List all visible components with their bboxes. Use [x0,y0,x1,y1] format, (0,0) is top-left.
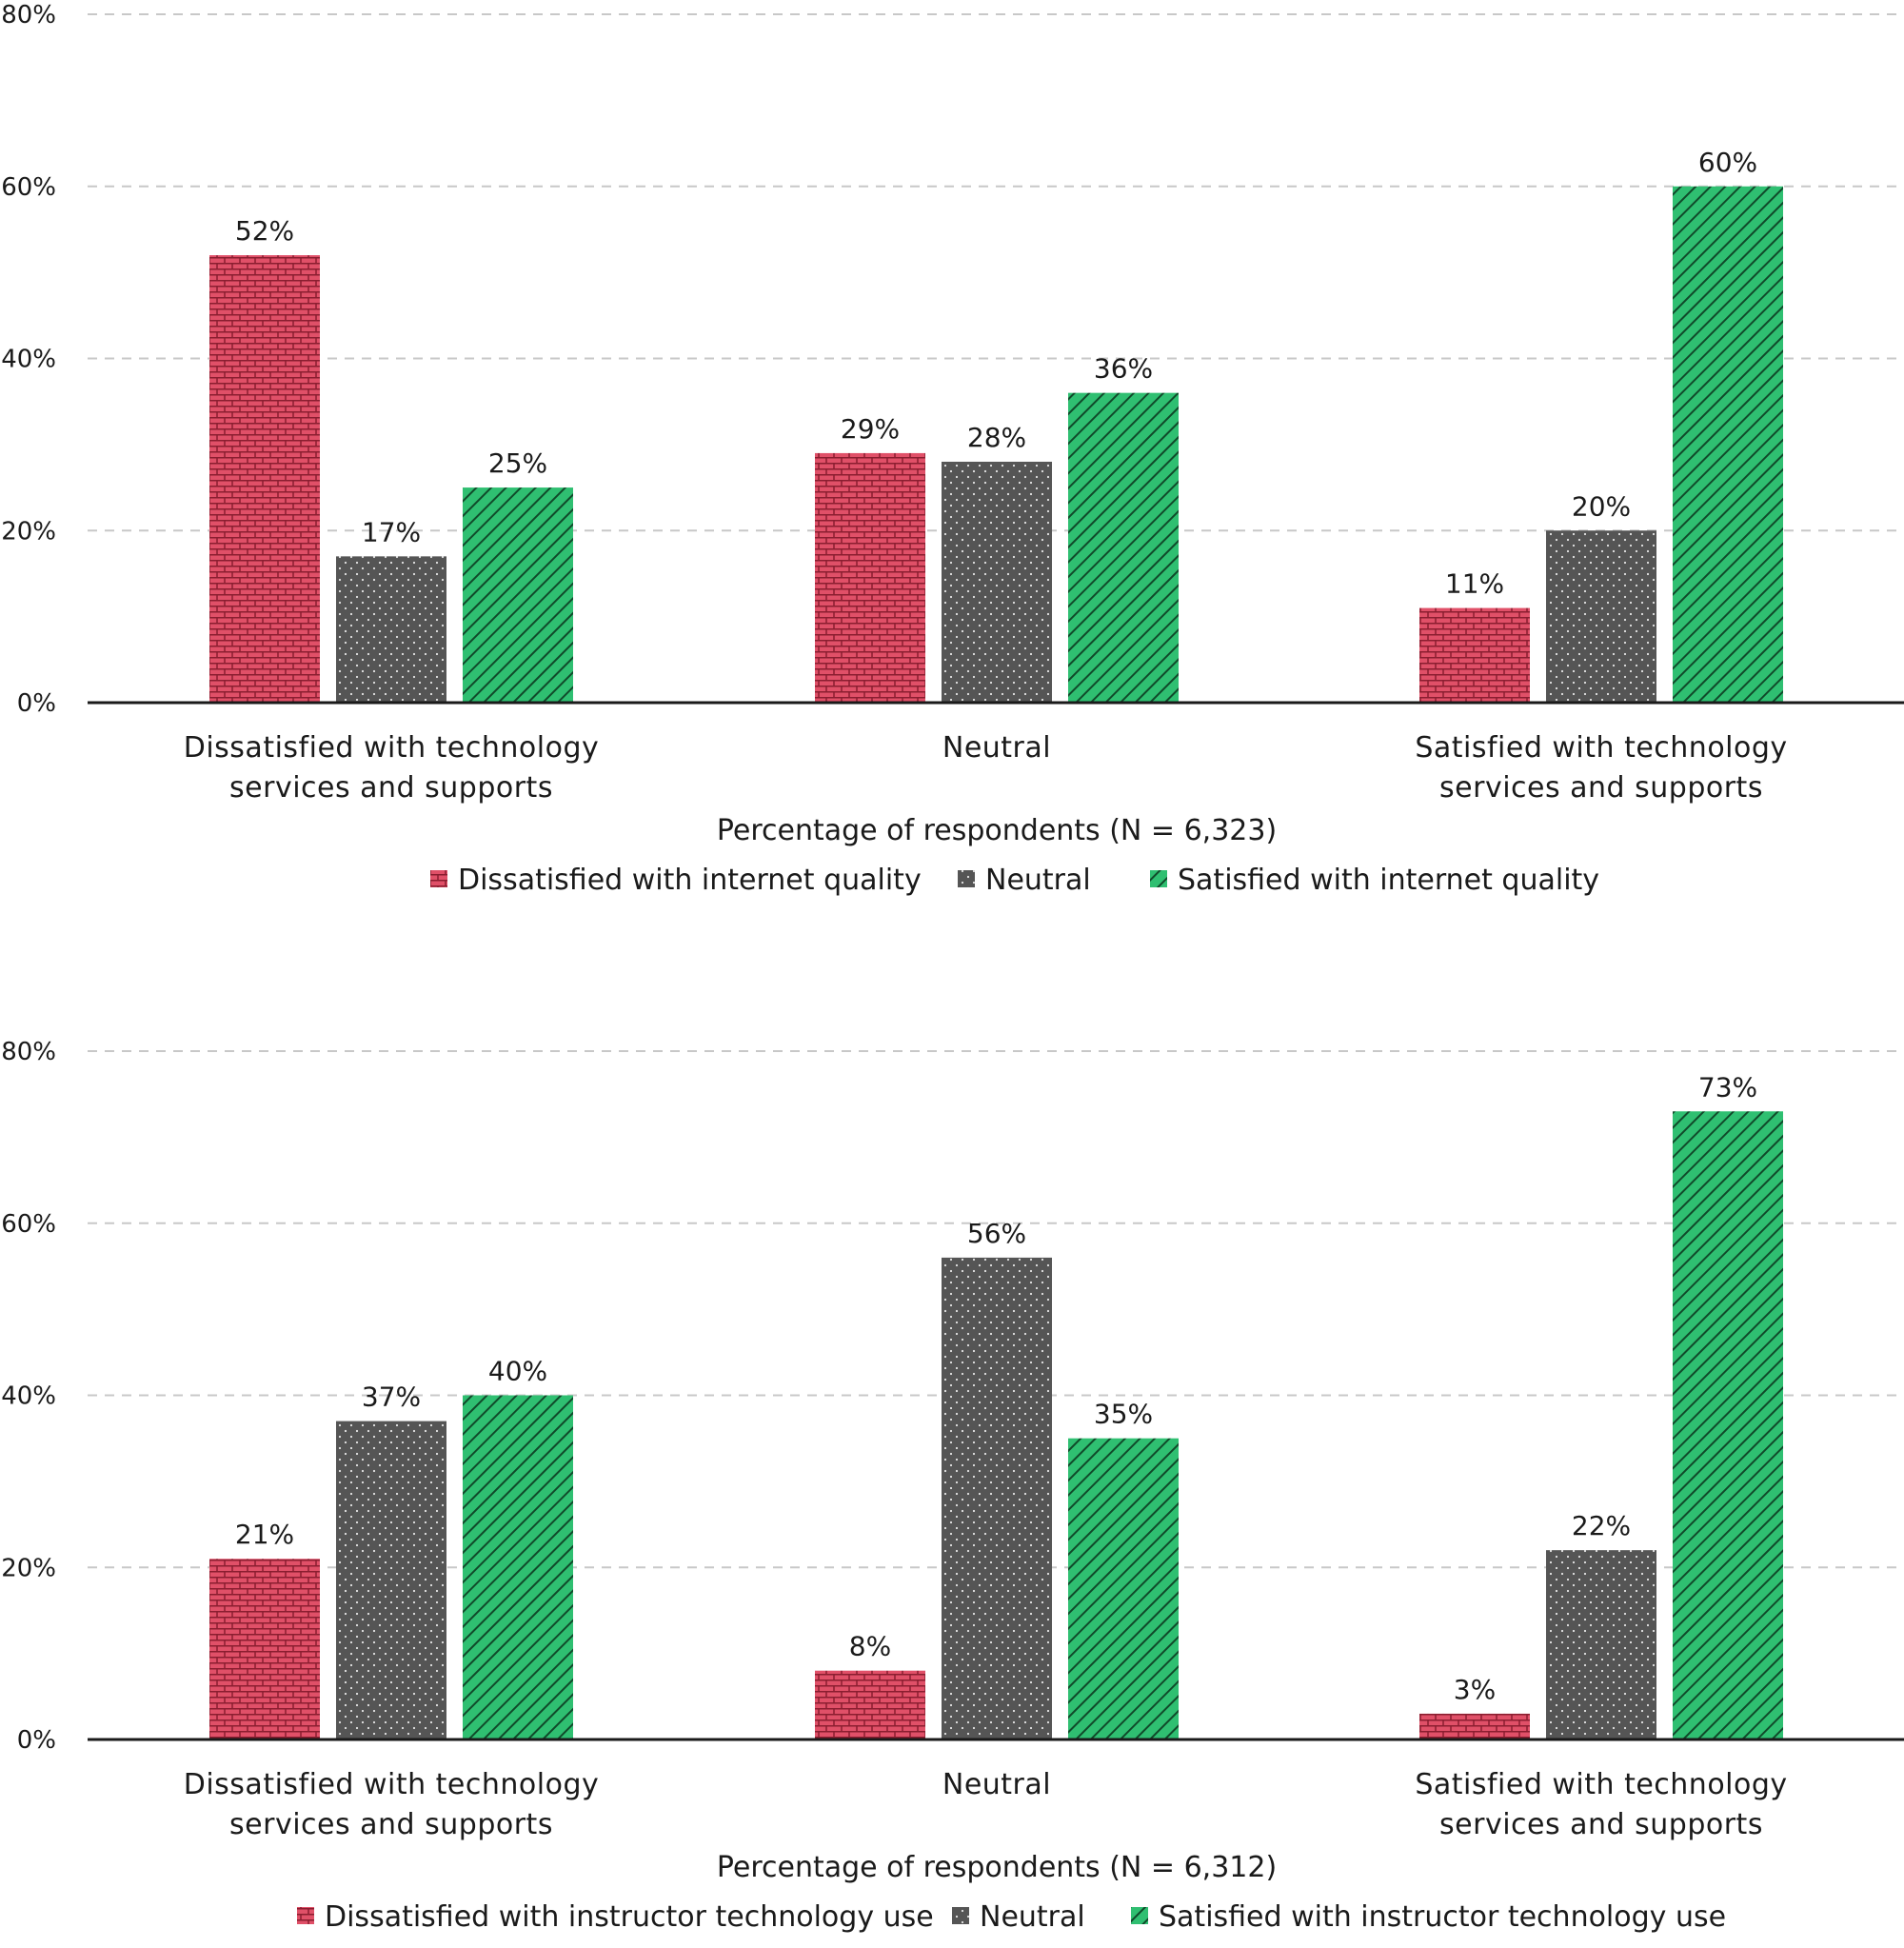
y-tick-label: 80% [1,1038,56,1066]
category-label: services and supports [1439,1808,1763,1841]
legend-item-dissatisfied: Dissatisfied with internet quality [430,864,922,897]
value-label: 11% [1445,568,1504,600]
y-tick-label: 0% [17,689,56,718]
legend-item-satisfied: Satisfied with instructor technology use [1131,1900,1726,1934]
bar-neutral [942,1257,1052,1739]
bar-satisfied [463,487,573,703]
value-label: 3% [1454,1674,1496,1705]
x-axis-title: Percentage of respondents (N = 6,323) [717,814,1277,847]
legend-label: Neutral [985,864,1091,897]
legend-swatch [1131,1907,1148,1924]
y-tick-label: 40% [1,1382,56,1411]
category-label: Dissatisfied with technology [184,731,600,765]
value-label: 40% [488,1356,547,1387]
bar-dissatisfied [1419,1713,1530,1739]
bar-satisfied [1673,186,1783,703]
x-axis-title: Percentage of respondents (N = 6,312) [717,1851,1277,1884]
value-label: 17% [362,516,421,547]
category-label: Neutral [942,1768,1051,1801]
legend-swatch [297,1907,314,1924]
bar-dissatisfied [1419,607,1530,703]
legend-swatch [1150,870,1167,887]
category-label: services and supports [229,1808,553,1841]
legend-item-dissatisfied: Dissatisfied with instructor technology … [297,1900,934,1934]
category-label: Neutral [942,731,1051,765]
legend-item-neutral: Neutral [952,1900,1085,1934]
category-label: Satisfied with technology [1415,731,1787,765]
y-tick-label: 20% [1,517,56,546]
legend: Dissatisfied with instructor technology … [297,1900,1726,1934]
category-label: Satisfied with technology [1415,1768,1787,1801]
legend: Dissatisfied with internet quality Neutra… [430,864,1599,897]
legend-item-neutral: Neutral [958,864,1091,897]
bar-neutral [336,1421,446,1739]
value-label: 73% [1698,1071,1757,1103]
bar-dissatisfied [209,1559,320,1739]
bar-satisfied [1673,1111,1783,1739]
value-label: 8% [849,1631,891,1662]
y-tick-label: 60% [1,173,56,202]
legend-swatch [952,1907,969,1924]
y-tick-label: 20% [1,1554,56,1582]
bar-dissatisfied [815,1670,925,1739]
bar-neutral [1546,1550,1656,1739]
bar-neutral [942,461,1052,703]
value-label: 56% [967,1218,1026,1249]
legend-swatch [958,870,975,887]
y-tick-label: 80% [1,1,56,30]
legend-label: Neutral [980,1900,1085,1934]
category-label: services and supports [229,771,553,805]
legend-label: Satisfied with internet quality [1178,864,1599,897]
y-tick-label: 60% [1,1210,56,1239]
value-label: 52% [235,215,294,247]
chart-internet-quality: 0% 20% 40% 60% 80% 52% 29% 11% 17% 28% 20% 25% 36% 60… [1,1,1904,897]
value-label: 25% [488,447,547,479]
category-label: Dissatisfied with technology [184,1768,600,1801]
bar-neutral [1546,530,1656,703]
y-tick-label: 40% [1,346,56,374]
value-label: 36% [1094,353,1153,385]
bar-dissatisfied [209,255,320,703]
bar-satisfied [463,1395,573,1739]
legend-label: Dissatisfied with internet quality [458,864,922,897]
value-label: 20% [1572,490,1631,522]
legend-item-satisfied: Satisfied with internet quality [1150,864,1599,897]
y-tick-label: 0% [17,1726,56,1755]
bar-satisfied [1068,1438,1179,1739]
value-label: 29% [841,413,900,445]
value-label: 60% [1698,147,1757,178]
legend-swatch [430,870,447,887]
value-label: 21% [235,1519,294,1550]
value-label: 37% [362,1381,421,1413]
value-label: 35% [1094,1399,1153,1430]
value-label: 22% [1572,1510,1631,1541]
bar-neutral [336,556,446,703]
value-label: 28% [967,422,1026,453]
legend-label: Satisfied with instructor technology use [1159,1900,1726,1934]
bar-satisfied [1068,392,1179,703]
legend-label: Dissatisfied with instructor technology … [325,1900,934,1934]
chart-instructor-technology-use: 0% 20% 40% 60% 80% 21% 8% 3% 37% 56% 22% 40% 35% 73% D… [1,1038,1904,1934]
bar-dissatisfied [815,452,925,703]
category-label: services and supports [1439,771,1763,805]
